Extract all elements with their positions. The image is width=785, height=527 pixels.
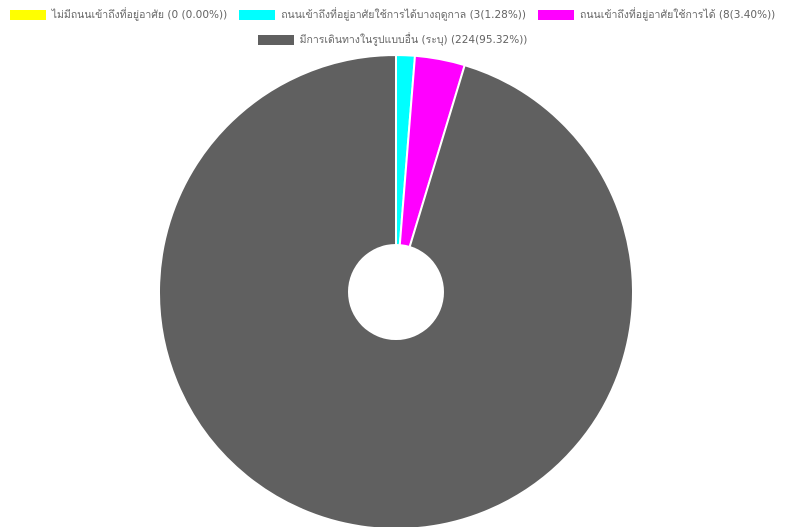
legend-row-1: ไม่มีถนนเข้าถึงที่อยู่อาศัย (0 (0.00%)) … <box>0 6 785 23</box>
legend-item-no-road[interactable]: ไม่มีถนนเข้าถึงที่อยู่อาศัย (0 (0.00%)) <box>9 6 228 23</box>
legend-swatch-usable-road <box>538 9 575 20</box>
chart-legend: ไม่มีถนนเข้าถึงที่อยู่อาศัย (0 (0.00%)) … <box>0 6 785 56</box>
legend-label-seasonal-road: ถนนเข้าถึงที่อยู่อาศัยใช้การได้บางฤดูกาล… <box>281 9 527 21</box>
legend-label-no-road: ไม่มีถนนเข้าถึงที่อยู่อาศัย (0 (0.00%)) <box>51 9 228 21</box>
legend-item-usable-road[interactable]: ถนนเข้าถึงที่อยู่อาศัยใช้การได้ (8(3.40%… <box>538 6 775 23</box>
donut-hole <box>348 244 444 340</box>
legend-swatch-no-road <box>9 9 46 20</box>
legend-item-other-travel[interactable]: มีการเดินทางในรูปแบบอื่น (ระบุ) (224(95.… <box>257 31 528 48</box>
legend-label-usable-road: ถนนเข้าถึงที่อยู่อาศัยใช้การได้ (8(3.40%… <box>580 9 776 21</box>
legend-item-seasonal-road[interactable]: ถนนเข้าถึงที่อยู่อาศัยใช้การได้บางฤดูกาล… <box>239 6 526 23</box>
legend-swatch-seasonal-road <box>239 9 276 20</box>
legend-row-2: มีการเดินทางในรูปแบบอื่น (ระบุ) (224(95.… <box>0 31 785 48</box>
legend-swatch-other-travel <box>257 34 294 45</box>
legend-label-other-travel: มีการเดินทางในรูปแบบอื่น (ระบุ) (224(95.… <box>299 34 528 46</box>
